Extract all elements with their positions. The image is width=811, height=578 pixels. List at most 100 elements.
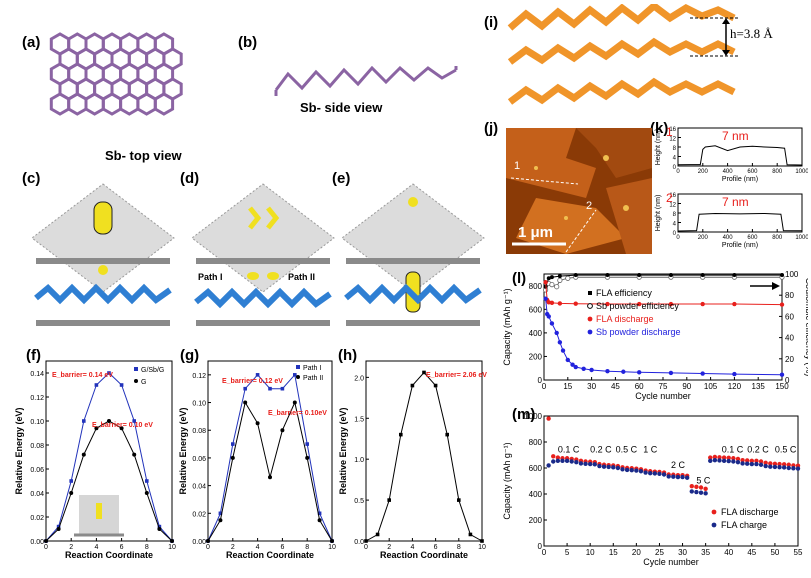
- y-tick-label: 0.00: [30, 539, 44, 546]
- annotation-barrier-f2: E_barrier= 0.10 eV: [92, 422, 153, 429]
- x-tick-label: 1000: [795, 169, 808, 175]
- series-fla-discharge-rate-point: [689, 484, 694, 489]
- series-path-i-point: [280, 386, 285, 391]
- series-sb-powder-efficiency-point: [549, 282, 555, 288]
- rate-annotation: 0.2 C: [747, 444, 769, 454]
- series-barrier-h-point: [457, 498, 461, 502]
- series-fla-discharge-point: [637, 301, 642, 307]
- legend-marker-fla-discharge: [587, 316, 593, 322]
- x-tick-label: 0: [44, 544, 48, 551]
- series-path-i-point: [218, 511, 223, 516]
- y-tick-label: 800: [529, 438, 543, 447]
- series-fla-discharge-point: [732, 301, 737, 307]
- x-tick-label: 600: [747, 235, 758, 241]
- series-barrier-h-point: [422, 370, 426, 375]
- series-barrier-h-point: [375, 532, 380, 537]
- y-tick-label: 0.0: [354, 539, 364, 546]
- series-g-sb-g-point: [157, 524, 162, 529]
- series-fla-discharge-rate-point: [758, 459, 764, 464]
- series-fla-charge-rate-point: [698, 490, 704, 495]
- x-tick-label: 55: [794, 548, 803, 557]
- x-tick-label: 15: [609, 548, 618, 557]
- series-fla-discharge-rate-point: [721, 455, 727, 460]
- series-fla-charge-rate-point: [726, 458, 731, 464]
- x-axis-label: Reaction Coordinate: [226, 550, 314, 560]
- x-tick-label: 35: [701, 548, 710, 557]
- series-g-point: [107, 419, 111, 423]
- y2-tick-label: 80: [785, 291, 794, 300]
- x-tick-label: 2: [69, 544, 73, 551]
- series-g-point: [144, 491, 149, 495]
- series-path-i-point: [305, 442, 309, 446]
- series-fla-charge-rate-point: [689, 489, 694, 494]
- y-tick-label: 0.06: [30, 467, 44, 474]
- x-tick-label: 45: [747, 548, 756, 557]
- plot-frame: [543, 415, 799, 547]
- afm-scale-bar-label: 1 μm: [518, 224, 554, 241]
- series-fla-discharge-rate-point: [703, 486, 708, 491]
- series-sb-powder-discharge-point: [546, 314, 551, 319]
- afm-image: 1 2 1 μm: [506, 128, 652, 254]
- y-tick-label: 0.08: [192, 428, 206, 435]
- rate-annotation: 5 C: [696, 476, 711, 486]
- legend-marker-fla-discharge-rate: [711, 509, 717, 515]
- y-tick-label: 4: [673, 156, 677, 162]
- x-tick-label: 800: [772, 235, 783, 241]
- series-fla-discharge-rate-point: [786, 462, 791, 467]
- plot-frame: [365, 360, 483, 542]
- series-fla-discharge-rate-point: [726, 455, 731, 461]
- y-tick-label: 1.0: [354, 457, 364, 464]
- series-barrier-h-line: [365, 371, 483, 542]
- series-g-sb-g-point: [132, 419, 136, 423]
- y-tick-label: 4: [673, 222, 677, 228]
- x-tick-label: 10: [168, 544, 176, 551]
- series-fla-efficiency-point: [732, 273, 737, 278]
- series-path-i-point: [317, 511, 322, 516]
- series-fla-discharge-point: [543, 280, 548, 285]
- label-i: (i): [484, 14, 499, 31]
- series-sb-powder-discharge-point: [560, 348, 566, 353]
- y-tick-label: 200: [529, 516, 543, 525]
- x-tick-label: 2: [231, 544, 235, 551]
- series-path-i-point: [255, 373, 260, 377]
- series-path-ii-point: [280, 428, 285, 433]
- series-barrier-h-point: [399, 432, 403, 437]
- y-tick-label: 0.10: [30, 419, 44, 426]
- series-path-ii-point: [206, 539, 210, 543]
- legend-marker-g-sb-g: [134, 367, 138, 371]
- series-g-point: [94, 426, 99, 431]
- axis-pointer-arrowhead: [772, 282, 780, 290]
- series-fla-discharge-rate-point: [698, 485, 704, 490]
- rate-annotation: 1 C: [643, 444, 658, 454]
- series-g-point: [157, 527, 162, 531]
- series-fla-discharge-point: [700, 301, 705, 307]
- x-axis-label: Cycle number: [643, 557, 699, 567]
- y-tick-label: 0: [673, 165, 677, 171]
- series-fla-efficiency-point: [546, 276, 551, 281]
- y-tick-label: 16: [669, 127, 676, 133]
- legend-marker-g: [134, 379, 138, 383]
- series-fla-charge-rate-point: [661, 472, 667, 477]
- legend-marker-path-ii: [296, 375, 300, 379]
- series-fla-charge-rate-point: [606, 464, 611, 470]
- series-fla-charge-rate-point: [634, 468, 639, 473]
- series-g-sb-g-point: [119, 383, 124, 387]
- series-fla-charge-rate-point: [597, 463, 602, 469]
- x-tick-label: 1000: [795, 235, 808, 241]
- series-fla-charge-rate-point: [574, 459, 579, 465]
- series-path-ii-point: [243, 400, 248, 405]
- x-tick-label: 600: [747, 169, 758, 175]
- y-tick-label: 1000: [524, 412, 542, 421]
- path-ii-label: Path II: [288, 272, 315, 282]
- layered-sb-structure: [507, 4, 738, 105]
- label-c: (c): [22, 170, 41, 187]
- series-fla-discharge-rate-point: [551, 454, 556, 459]
- x-tick-label: 4: [410, 544, 414, 551]
- series-fla-charge-rate-point: [569, 459, 574, 464]
- legend-marker-sb-powder-discharge: [587, 329, 593, 335]
- series-fla-discharge-rate-point: [754, 458, 759, 464]
- series-sb-powder-discharge-point: [565, 357, 570, 363]
- y-tick-label: 200: [529, 352, 543, 361]
- series-g-point: [44, 539, 48, 543]
- x-tick-label: 10: [328, 544, 336, 551]
